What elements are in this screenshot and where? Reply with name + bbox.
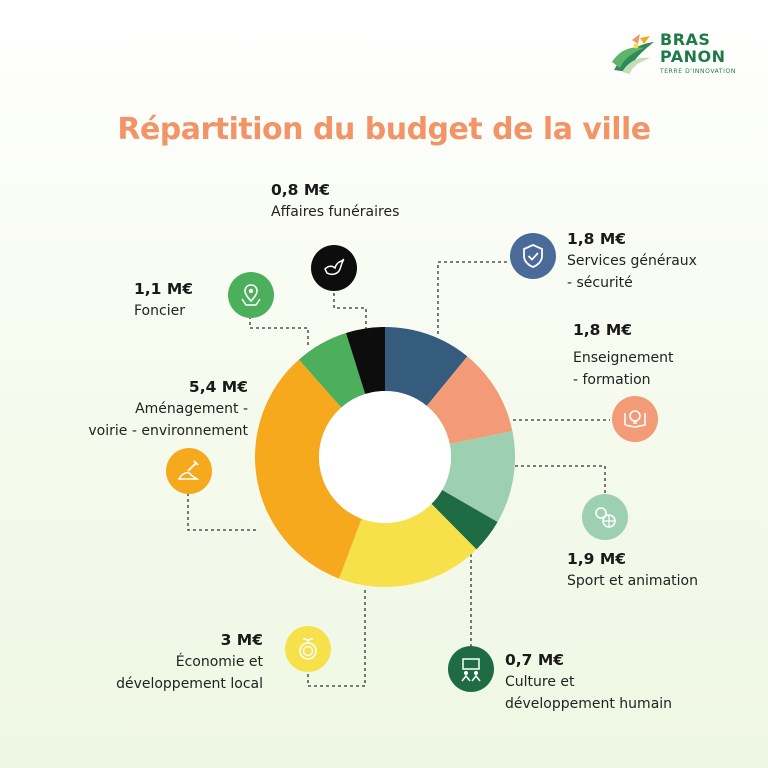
name-culture-line1: Culture et (505, 674, 575, 690)
name-amenagement-line1: Aménagement - (135, 401, 248, 417)
lightbulb-book-icon (612, 396, 658, 442)
name-funeraires-line1: Affaires funéraires (271, 204, 400, 220)
connector-services (437, 261, 508, 334)
name-economie-line1: Économie et (175, 654, 263, 670)
name-foncier-line1: Foncier (134, 303, 185, 319)
name-services-line2: - sécurité (567, 275, 633, 291)
palm-leaf-icon (612, 34, 654, 74)
connector-culture (463, 549, 472, 646)
name-amenagement-line2: voirie - environnement (88, 423, 248, 439)
label-amenagement: 5,4 M€ Aménagement - voirie - environnem… (88, 377, 248, 442)
value-culture: 0,7 M€ (505, 651, 565, 669)
value-foncier: 1,1 M€ (134, 280, 194, 298)
brand-line2: PANON (660, 47, 726, 66)
plant-coin-icon (285, 626, 331, 672)
label-culture: 0,7 M€ Culture et développement humain (505, 650, 672, 715)
name-sport-line1: Sport et animation (567, 573, 698, 589)
people-puzzle-icon (448, 646, 494, 692)
map-pin-icon (228, 272, 274, 318)
connector-amenagement (187, 494, 256, 531)
label-sport: 1,9 M€ Sport et animation (567, 549, 698, 592)
label-foncier: 1,1 M€ Foncier (134, 279, 193, 322)
value-economie: 3 M€ (220, 631, 263, 649)
brand-tagline: TERRE D'INNOVATION (660, 68, 736, 75)
pie-slice-0 (385, 327, 468, 406)
label-funeraires: 0,8 M€ Affaires funéraires (271, 180, 399, 223)
pie-slice-6 (298, 332, 366, 408)
value-funeraires: 0,8 M€ (271, 181, 331, 199)
shield-check-icon (510, 233, 556, 279)
connector-sport (515, 465, 606, 494)
pie-slice-1 (426, 356, 513, 444)
pie-slice-7 (346, 327, 385, 395)
value-sport: 1,9 M€ (567, 550, 627, 568)
label-enseignement: 1,8 M€ Enseignement - formation (573, 320, 674, 391)
donut-hole (319, 391, 451, 523)
pie-slice-5 (255, 359, 362, 579)
value-enseignement: 1,8 M€ (573, 321, 633, 339)
sport-balls-icon (582, 494, 628, 540)
connector-foncier (249, 318, 309, 345)
connector-funeraires (333, 291, 367, 330)
shovel-icon (166, 448, 212, 494)
name-services-line1: Services généraux (567, 253, 697, 269)
label-services: 1,8 M€ Services généraux - sécurité (567, 229, 697, 294)
name-economie-line2: développement local (116, 676, 263, 692)
value-services: 1,8 M€ (567, 230, 627, 248)
name-enseignement-line2: - formation (573, 372, 651, 388)
brand-line1: BRAS (660, 30, 711, 49)
connector-economie (307, 590, 366, 687)
name-culture-line2: développement humain (505, 696, 673, 712)
pie-slice-3 (431, 490, 498, 550)
pie-slice-4 (338, 503, 477, 587)
label-economie: 3 M€ Économie et développement local (116, 630, 263, 695)
chart-title: Répartition du budget de la ville (117, 112, 651, 147)
brand-logo: BRAS PANON TERRE D'INNOVATION (610, 30, 740, 80)
name-enseignement-line1: Enseignement (573, 350, 674, 366)
dove-icon (311, 245, 357, 291)
pie-slice-2 (442, 431, 515, 522)
value-amenagement: 5,4 M€ (188, 378, 248, 396)
